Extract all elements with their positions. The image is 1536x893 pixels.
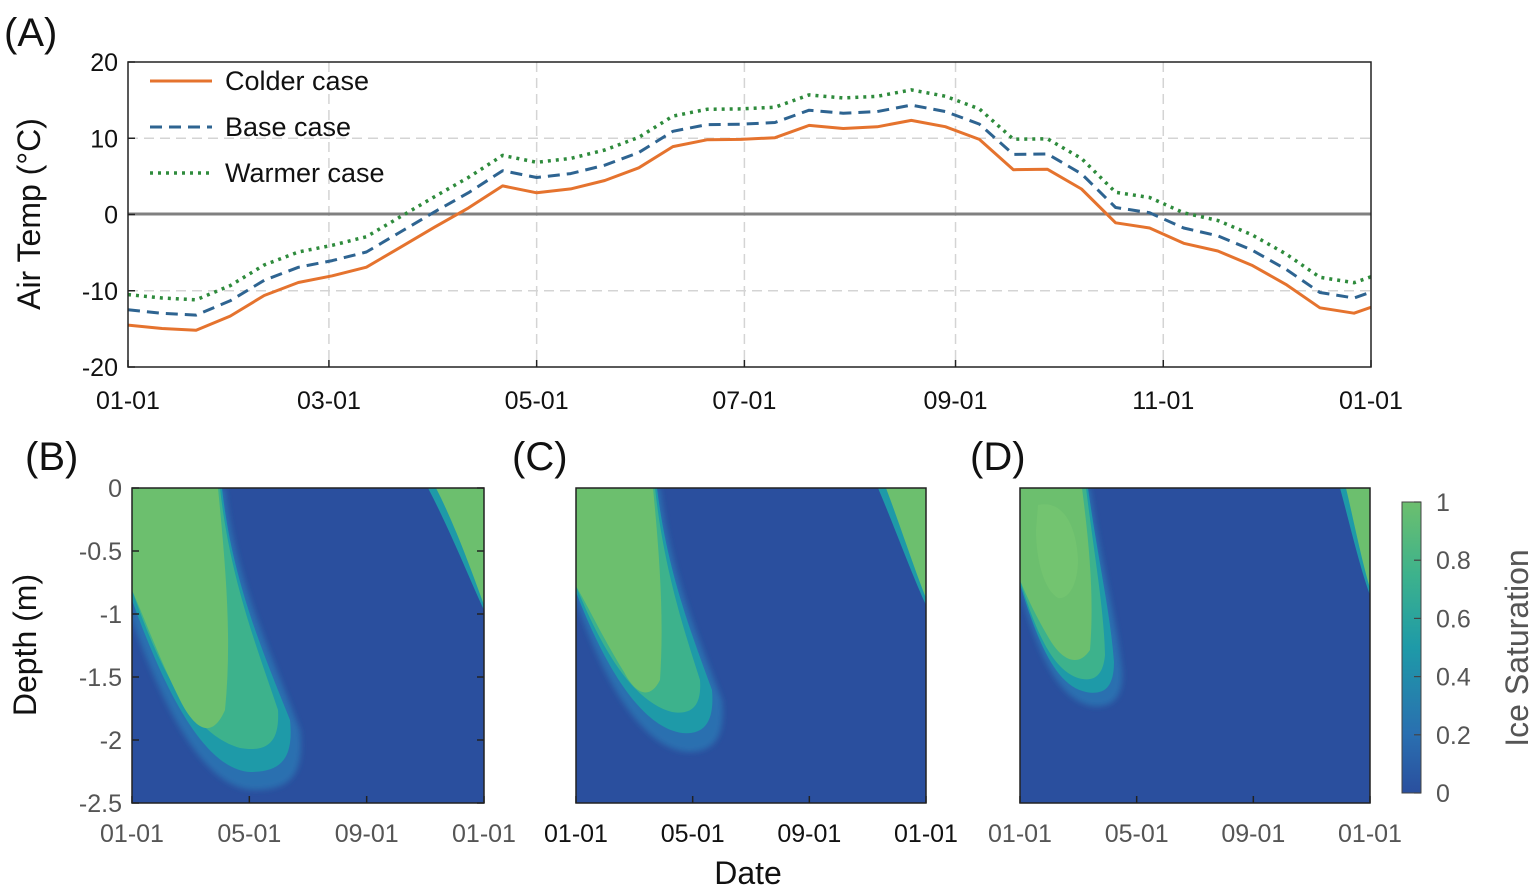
y-tick-label: 0 [104,202,118,230]
x-tick-label: 09-01 [777,820,841,848]
heatmap-b-core [132,488,229,729]
x-tick-label: 09-01 [924,387,988,415]
legend: Colder case Base case Warmer case [150,66,385,188]
y-tick-label: -2.5 [79,790,122,818]
colorbar-tick-label: 0.2 [1436,722,1471,750]
x-tick-label: 07-01 [712,387,776,415]
x-tick-label: 01-01 [1338,820,1402,848]
x-tick-label: 01-01 [96,387,160,415]
x-tick-label: 09-01 [1221,820,1285,848]
heatmap-c-core [576,488,662,693]
y-tick-label: -1.5 [79,664,122,692]
heatmap-b [132,488,484,803]
series-line-colder-case [128,118,1371,332]
colorbar-tick-label: 0 [1436,780,1450,808]
x-tick-label: 05-01 [217,820,281,848]
y-tick-label: -1 [100,601,122,629]
plot-frame-c [575,487,927,804]
plot-frame-b [131,487,485,804]
x-tick-label: 09-01 [335,820,399,848]
colorbar-label: Ice Saturation [1499,549,1535,746]
colorbar-tick-label: 1 [1436,489,1450,517]
legend-label-warmer: Warmer case [225,158,385,188]
y-axis-label-b: Depth (m) [7,574,43,716]
x-tick-label: 03-01 [297,387,361,415]
x-tick-label: 01-01 [894,820,958,848]
x-tick-label: 01-01 [988,820,1052,848]
x-tick-label: 11-01 [1132,387,1194,415]
colorbar-tick-label: 0.4 [1436,664,1471,692]
x-ticks-b: 01-01 05-01 09-01 01-01 [100,796,516,848]
colorbar [1401,501,1422,794]
panel-label-d: (D) [970,435,1026,479]
x-tick-label: 01-01 [544,820,608,848]
y-tick-label: -20 [82,354,118,382]
y-tick-label: 20 [90,49,118,77]
panel-label-a: (A) [4,11,57,55]
heatmap-b-refreeze [436,488,484,605]
x-tick-label: 05-01 [505,387,569,415]
x-tick-label: 01-01 [1339,387,1403,415]
panel-label-b: (B) [25,435,78,479]
legend-label-colder: Colder case [225,66,369,96]
heatmap-c [576,488,926,803]
heatmap-c-refreeze [886,488,926,598]
x-tick-label: 01-01 [452,820,516,848]
heatmap-d-refreeze [1346,488,1370,588]
x-ticks-a: 01-01 03-01 05-01 07-01 09-01 11-01 01-01 [96,360,1403,415]
x-tick-label: 05-01 [1105,820,1169,848]
y-ticks-a: 20 10 0 -10 -20 [82,49,135,382]
heatmap-d [1020,488,1370,803]
series-group [128,88,1371,332]
plot-frame-d [1019,487,1371,804]
x-tick-label: 01-01 [100,820,164,848]
panel-label-c: (C) [512,435,568,479]
colorbar-tick-label: 0.8 [1436,547,1471,575]
y-ticks-b: 0 -0.5 -1 -1.5 -2 -2.5 [79,475,484,818]
y-axis-label-a: Air Temp (°C) [11,118,47,310]
colorbar-tick-label: 0.6 [1436,605,1471,633]
colorbar-ticks: 1 0.8 0.6 0.4 0.2 0 [1414,489,1471,808]
series-line-base-case [128,103,1371,317]
series-line-warmer-case [128,88,1371,302]
x-ticks-c: 01-01 05-01 09-01 01-01 [544,796,958,848]
y-tick-label: -10 [82,278,118,306]
y-tick-label: -2 [100,727,122,755]
y-tick-label: 0 [108,475,122,503]
x-axis-label: Date [714,855,782,891]
y-tick-label: -0.5 [79,538,122,566]
y-tick-label: 10 [90,125,118,153]
x-ticks-d: 01-01 05-01 09-01 01-01 [988,796,1402,848]
legend-label-base: Base case [225,112,351,142]
x-tick-label: 05-01 [661,820,725,848]
heatmap-d-core-peak [1036,504,1078,599]
